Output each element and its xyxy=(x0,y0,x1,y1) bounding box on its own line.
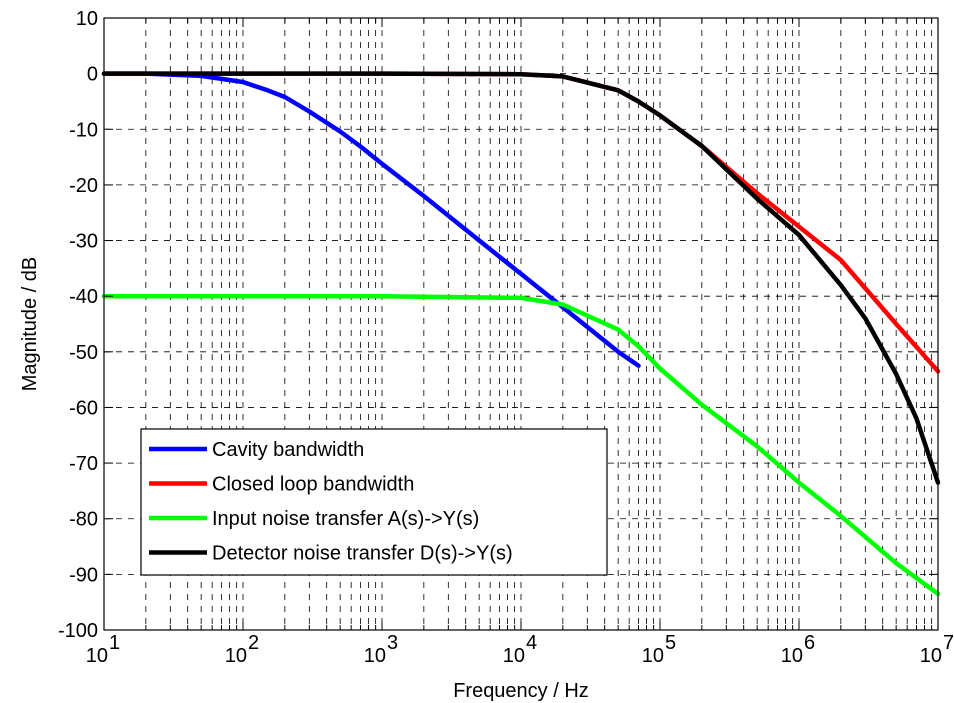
y-axis-label: Magnitude / dB xyxy=(19,257,41,392)
x-tick-exponent: 7 xyxy=(943,632,954,654)
x-tick-exponent: 2 xyxy=(248,632,259,654)
x-tick-base: 10 xyxy=(920,645,942,667)
x-tick-label: 101 xyxy=(86,632,120,667)
legend-item-4[interactable]: Detector noise transfer D(s)->Y(s) xyxy=(149,543,513,565)
series-line-1 xyxy=(101,71,641,368)
x-tick-base: 10 xyxy=(364,645,386,667)
series-layer xyxy=(101,71,941,597)
x-tick-label: 104 xyxy=(503,632,537,667)
x-tick-base: 10 xyxy=(225,645,247,667)
series-line-3 xyxy=(101,293,941,597)
x-tick-base: 10 xyxy=(86,645,108,667)
x-tick-exponent: 1 xyxy=(109,632,120,654)
y-tick-label: -60 xyxy=(69,397,98,419)
x-tick-exponent: 6 xyxy=(804,632,815,654)
y-tick-label: -70 xyxy=(69,453,98,475)
x-tick-exponent: 3 xyxy=(387,632,398,654)
y-tick-label: 10 xyxy=(76,8,98,30)
x-tick-base: 10 xyxy=(781,645,803,667)
series-line-4 xyxy=(101,71,941,485)
ticks xyxy=(103,17,939,631)
y-tick-label: 0 xyxy=(87,64,98,86)
y-tick-label: -80 xyxy=(69,509,98,531)
y-tick-label: -50 xyxy=(69,342,98,364)
legend[interactable]: Cavity bandwidth Closed loop bandwidth Inp… xyxy=(140,428,608,576)
y-tick-label: -30 xyxy=(69,231,98,253)
y-tick-label: -20 xyxy=(69,175,98,197)
y-tick-label: -10 xyxy=(69,119,98,141)
x-tick-base: 10 xyxy=(642,645,664,667)
x-tick-exponent: 4 xyxy=(526,632,537,654)
y-tick-label: -40 xyxy=(69,286,98,308)
x-axis-label: Frequency / Hz xyxy=(453,680,589,702)
x-tick-exponent: 5 xyxy=(665,632,676,654)
x-tick-label: 106 xyxy=(781,632,815,667)
x-tick-base: 10 xyxy=(503,645,525,667)
legend-item-3[interactable]: Input noise transfer A(s)->Y(s) xyxy=(149,508,479,530)
legend-label: Closed loop bandwidth xyxy=(212,474,414,496)
legend-item-1[interactable]: Cavity bandwidth xyxy=(149,439,364,461)
legend-label: Input noise transfer A(s)->Y(s) xyxy=(212,508,479,530)
x-tick-label: 103 xyxy=(364,632,398,667)
legend-box xyxy=(140,428,608,576)
legend-label: Detector noise transfer D(s)->Y(s) xyxy=(212,543,513,565)
legend-item-2[interactable]: Closed loop bandwidth xyxy=(149,474,414,496)
y-tick-label: -100 xyxy=(58,620,98,642)
legend-label: Cavity bandwidth xyxy=(212,439,364,461)
x-tick-label: 105 xyxy=(642,632,676,667)
x-tick-label: 107 xyxy=(920,632,954,667)
y-tick-label: -90 xyxy=(69,564,98,586)
y-tick-labels: 10 0 -10 -20 -30 -40 -50 -60 -70 -80 -90 -100 xyxy=(58,8,98,642)
x-tick-label: 102 xyxy=(225,632,259,667)
